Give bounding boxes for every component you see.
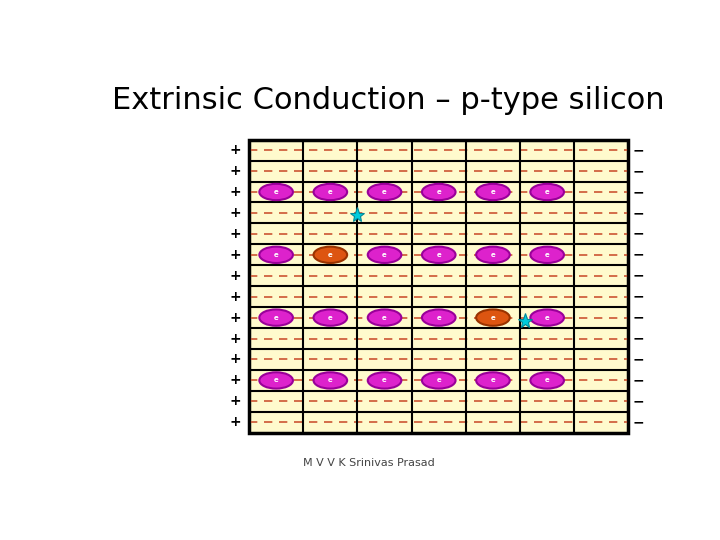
Text: e: e <box>490 377 495 383</box>
Text: +: + <box>229 248 241 262</box>
Text: +: + <box>229 310 241 325</box>
Text: e: e <box>274 377 279 383</box>
Ellipse shape <box>422 309 456 326</box>
Ellipse shape <box>476 247 510 263</box>
Ellipse shape <box>476 372 510 389</box>
Text: +: + <box>229 374 241 387</box>
Text: e: e <box>436 252 441 258</box>
Text: +: + <box>229 269 241 283</box>
Ellipse shape <box>476 309 510 326</box>
Ellipse shape <box>476 184 510 200</box>
Ellipse shape <box>422 372 456 389</box>
Text: e: e <box>490 252 495 258</box>
Text: −: − <box>633 143 644 157</box>
Text: −: − <box>633 415 644 429</box>
Text: +: + <box>229 227 241 241</box>
Text: M V V K Srinivas Prasad: M V V K Srinivas Prasad <box>303 458 435 468</box>
Text: e: e <box>545 252 549 258</box>
Text: e: e <box>328 315 333 321</box>
Text: −: − <box>633 164 644 178</box>
Ellipse shape <box>368 372 401 389</box>
Ellipse shape <box>531 372 564 389</box>
Ellipse shape <box>531 247 564 263</box>
Text: +: + <box>229 206 241 220</box>
Text: Extrinsic Conduction – p-type silicon: Extrinsic Conduction – p-type silicon <box>112 85 665 114</box>
Text: −: − <box>633 227 644 241</box>
Ellipse shape <box>531 184 564 200</box>
Text: −: − <box>633 248 644 262</box>
Ellipse shape <box>422 247 456 263</box>
Ellipse shape <box>368 247 401 263</box>
Ellipse shape <box>313 184 347 200</box>
Text: e: e <box>490 315 495 321</box>
Text: e: e <box>436 315 441 321</box>
Ellipse shape <box>422 184 456 200</box>
Text: e: e <box>436 189 441 195</box>
Text: +: + <box>229 353 241 367</box>
Text: e: e <box>382 315 387 321</box>
Text: −: − <box>633 374 644 387</box>
Text: −: − <box>633 289 644 303</box>
Ellipse shape <box>531 309 564 326</box>
Bar <box>249 140 629 433</box>
Text: +: + <box>229 164 241 178</box>
Text: e: e <box>328 252 333 258</box>
Text: e: e <box>382 252 387 258</box>
Ellipse shape <box>259 184 293 200</box>
Text: −: − <box>633 394 644 408</box>
Text: +: + <box>229 415 241 429</box>
Text: −: − <box>633 353 644 367</box>
Text: e: e <box>545 189 549 195</box>
Text: e: e <box>382 377 387 383</box>
Text: e: e <box>274 252 279 258</box>
Ellipse shape <box>313 372 347 389</box>
Ellipse shape <box>368 309 401 326</box>
Text: e: e <box>328 189 333 195</box>
Text: e: e <box>328 377 333 383</box>
Ellipse shape <box>259 247 293 263</box>
Text: −: − <box>633 332 644 346</box>
Text: −: − <box>633 206 644 220</box>
Text: +: + <box>229 394 241 408</box>
Ellipse shape <box>368 184 401 200</box>
Text: +: + <box>229 185 241 199</box>
Text: e: e <box>545 315 549 321</box>
Ellipse shape <box>259 372 293 389</box>
Text: −: − <box>633 310 644 325</box>
Text: +: + <box>229 143 241 157</box>
Text: −: − <box>633 269 644 283</box>
Ellipse shape <box>313 247 347 263</box>
Ellipse shape <box>313 309 347 326</box>
Text: e: e <box>274 189 279 195</box>
Text: e: e <box>490 189 495 195</box>
Text: +: + <box>229 289 241 303</box>
Text: +: + <box>229 332 241 346</box>
Ellipse shape <box>259 309 293 326</box>
Text: e: e <box>436 377 441 383</box>
Text: e: e <box>274 315 279 321</box>
Text: e: e <box>545 377 549 383</box>
Text: −: − <box>633 185 644 199</box>
Text: e: e <box>382 189 387 195</box>
